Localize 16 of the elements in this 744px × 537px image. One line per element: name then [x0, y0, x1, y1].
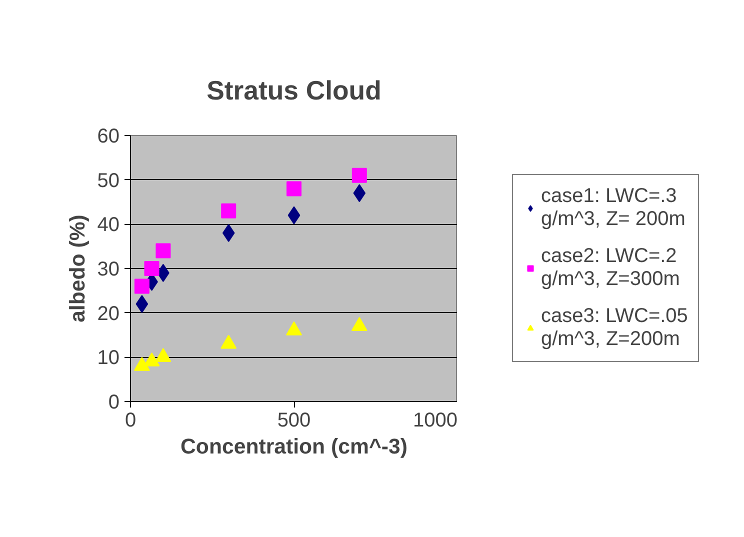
x-tick-label: 0: [124, 410, 136, 432]
y-tick-label: 10: [97, 347, 120, 370]
legend-label: case2: LWC=.2 g/m^3, Z=300m: [541, 245, 680, 291]
x-axis-title: Concentration (cm^-3): [180, 434, 408, 458]
y-tick-label: 20: [97, 302, 120, 325]
y-tick-label: 60: [97, 126, 120, 148]
y-axis-title: albedo (%): [65, 214, 90, 322]
legend-label: case3: LWC=.05 g/m^3, Z=200m: [541, 305, 688, 351]
y-tick-label: 0: [108, 392, 120, 414]
x-tick-label: 500: [277, 410, 311, 432]
y-tick-label: 30: [97, 258, 120, 280]
chart-title: Stratus Cloud: [206, 76, 382, 106]
y-tick-label: 40: [97, 214, 120, 236]
legend-label: case1: LWC=.3 g/m^3, Z= 200m: [541, 185, 686, 231]
x-tick-label: 1000: [413, 410, 458, 432]
y-tick-label: 50: [97, 170, 120, 192]
